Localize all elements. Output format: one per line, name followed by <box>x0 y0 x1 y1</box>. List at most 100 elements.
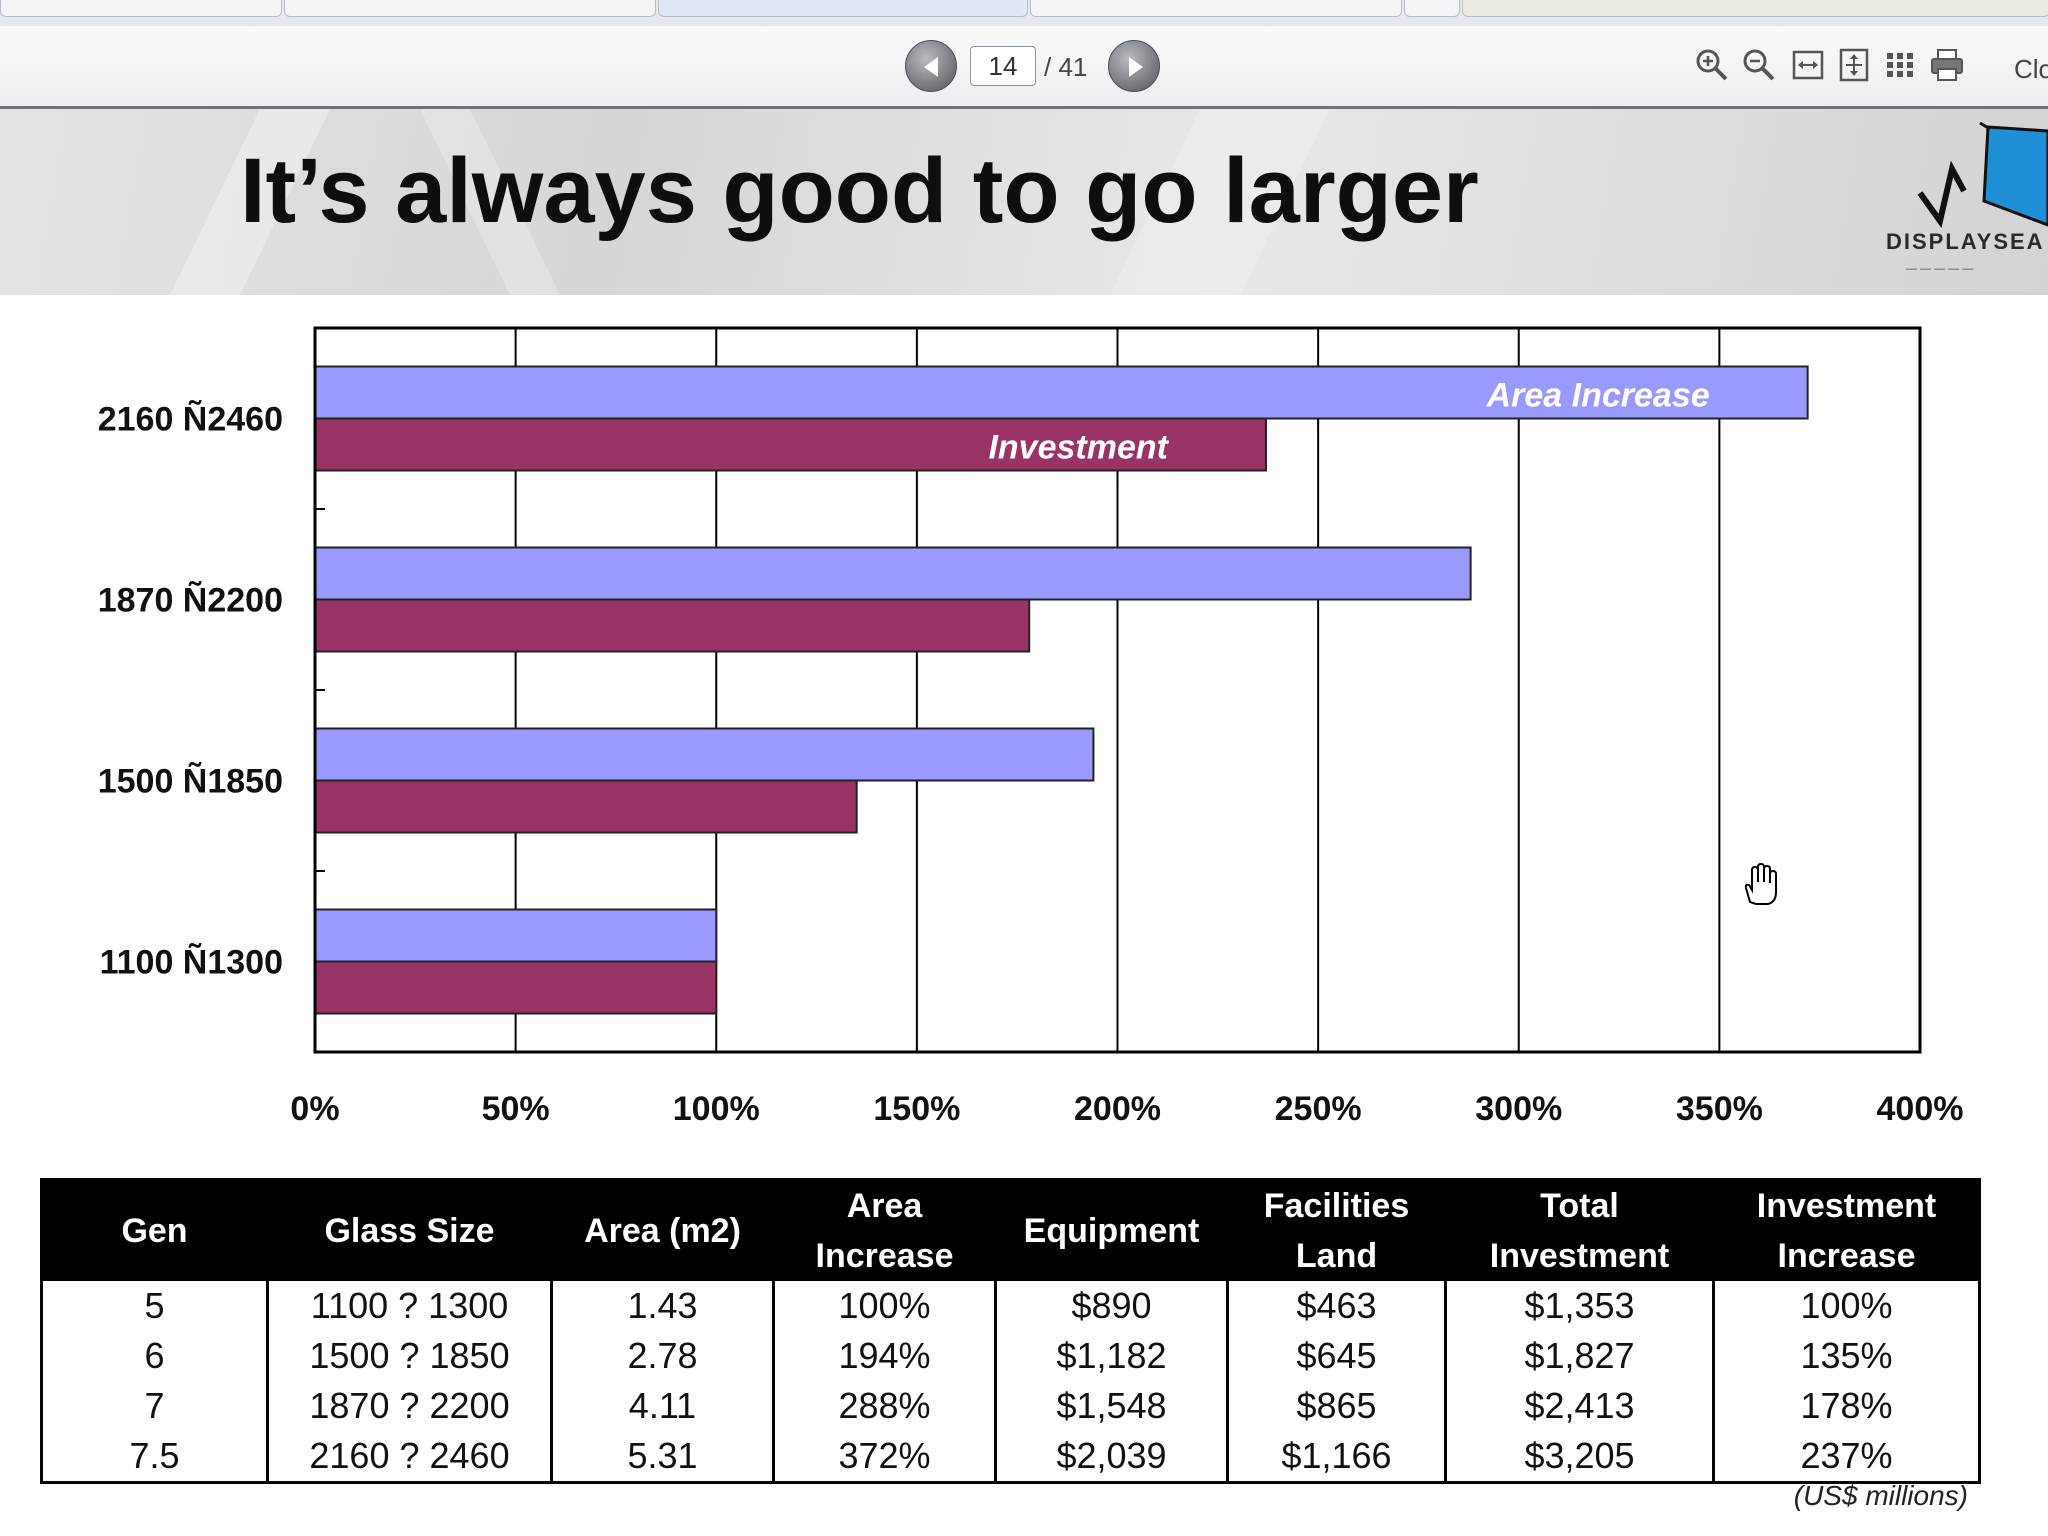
column-header: Area (m2) <box>550 1179 774 1281</box>
tab-strip <box>0 0 2048 28</box>
previous-page-button[interactable] <box>905 40 957 92</box>
table-cell: 100% <box>1712 1281 1980 1331</box>
chart-category-labels: 2160 Ñ2460 1870 Ñ2200 1500 Ñ1850 1100 Ñ1300 <box>98 401 283 982</box>
table-row: 6 1500 ? 1850 2.78 194% $1,182 $645 $1,827 135% <box>42 1331 1980 1381</box>
chart-tick-labels: 0% 50% 100% 150% 200% 250% 300% 350% 400% <box>290 1090 1963 1128</box>
zoom-out-icon <box>1743 49 1775 81</box>
column-header-text: Glass Size <box>324 1212 495 1250</box>
logo-mark-icon <box>1917 121 2048 229</box>
bar-chart: Area Increase Investment 2160 Ñ2460 1870 Ñ… <box>98 326 1963 1128</box>
table-cell: $3,205 <box>1444 1431 1714 1483</box>
zoom-in-icon <box>1696 49 1728 81</box>
tab[interactable] <box>1404 0 1460 17</box>
table-header-row: Gen Glass Size Area (m2) Area Increase Equipm… <box>41 1179 1980 1281</box>
column-header: Area Increase <box>772 1179 996 1281</box>
x-tick-label: 200% <box>1074 1090 1161 1128</box>
table-cell: 194% <box>772 1331 996 1381</box>
tab[interactable] <box>0 0 282 17</box>
table-cell: 135% <box>1712 1331 1980 1381</box>
x-tick-label: 250% <box>1275 1090 1362 1128</box>
column-header: Gen <box>41 1179 268 1281</box>
table-cell: 100% <box>772 1281 996 1331</box>
zoom-out-button[interactable] <box>1740 46 1778 84</box>
column-header: Facilities Land <box>1226 1179 1446 1281</box>
x-tick-label: 100% <box>673 1090 760 1128</box>
zoom-in-button[interactable] <box>1693 46 1731 84</box>
fit-page-button[interactable] <box>1835 46 1873 84</box>
logo-subtext: — — — — — <box>1906 263 1974 275</box>
column-header-text: Equipment <box>1023 1212 1200 1250</box>
thumbnails-button[interactable] <box>1881 46 1919 84</box>
hand-cursor-icon <box>1744 862 1777 905</box>
table-cell: $1,548 <box>994 1381 1228 1431</box>
table-cell: 1.43 <box>550 1281 774 1331</box>
plot-frame <box>313 326 1922 1054</box>
table-cell: 7.5 <box>129 1435 180 1476</box>
slide-header: It’s always good to go larger DISPLAYSEA… <box>0 109 2048 295</box>
arrow-right-icon <box>1129 57 1143 77</box>
data-table: Gen Glass Size Area (m2) Area Increase Equipm… <box>40 1178 1981 1484</box>
column-header-text: Total <box>1540 1187 1619 1225</box>
bar-area-increase <box>314 546 1472 601</box>
table-cell: $2,039 <box>994 1431 1228 1483</box>
tab[interactable] <box>284 0 656 17</box>
displaysearch-logo: DISPLAYSEA — — — — — <box>1880 121 2048 291</box>
table-cell: 2160 ? 2460 <box>266 1431 552 1483</box>
x-tick-label: 50% <box>482 1090 550 1128</box>
table-cell: 7 <box>144 1385 165 1426</box>
table-row: 7 1870 ? 2200 4.11 288% $1,548 $865 $2,413 178% <box>42 1381 1980 1431</box>
column-header: Glass Size <box>266 1179 552 1281</box>
bar-investment <box>314 960 718 1015</box>
next-page-button[interactable] <box>1108 40 1160 92</box>
table-cell: 1100 ? 1300 <box>266 1281 552 1331</box>
table-cell: 237% <box>1712 1431 1980 1483</box>
column-header-text: Investment <box>1756 1187 1937 1225</box>
table-cell: $2,413 <box>1444 1381 1714 1431</box>
category-label: 2160 Ñ2460 <box>98 401 283 439</box>
table-body: 5 1100 ? 1300 1.43 100% $890 $463 $1,353 100% 6 1… <box>42 1281 1980 1483</box>
series-label: Area Increase <box>1486 377 1710 415</box>
table-cell: 4.11 <box>550 1381 774 1431</box>
table-cell: 6 <box>144 1335 165 1376</box>
printer-icon <box>1931 49 1963 81</box>
bar-investment <box>314 779 858 834</box>
close-button[interactable]: Clo <box>2014 54 2048 84</box>
page-number-input[interactable] <box>970 46 1036 86</box>
table-cell: $1,827 <box>1444 1331 1714 1381</box>
column-header-text: Land <box>1295 1237 1378 1275</box>
x-tick-label: 400% <box>1877 1090 1964 1128</box>
x-tick-label: 350% <box>1676 1090 1763 1128</box>
table-cell: 5 <box>144 1285 165 1326</box>
bar-area-increase <box>314 365 1809 420</box>
chart-bars: Area Increase Investment <box>314 365 1809 1015</box>
x-tick-label: 0% <box>290 1090 339 1128</box>
bar-investment <box>314 417 1267 472</box>
bar-investment <box>314 598 1031 653</box>
table-cell: $1,353 <box>1444 1281 1714 1331</box>
tab[interactable] <box>1030 0 1402 17</box>
table-cell: 2.78 <box>550 1331 774 1381</box>
tab[interactable] <box>1462 0 2048 17</box>
category-label: 1100 Ñ1300 <box>100 944 283 982</box>
page-total-label: / 41 <box>1044 52 1088 82</box>
table-footnote: (US$ millions) <box>1793 1480 1968 1511</box>
column-header-text: Investment <box>1489 1237 1670 1275</box>
table-cell: 288% <box>772 1381 996 1431</box>
print-button[interactable] <box>1928 46 1966 84</box>
category-label: 1500 Ñ1850 <box>98 763 283 801</box>
table-cell: 5.31 <box>550 1431 774 1483</box>
fit-width-button[interactable] <box>1789 46 1827 84</box>
table-cell: $865 <box>1226 1381 1446 1431</box>
x-tick-label: 150% <box>873 1090 960 1128</box>
table-row: 7.5 2160 ? 2460 5.31 372% $2,039 $1,166 $3,205… <box>42 1431 1980 1483</box>
table-cell: 1870 ? 2200 <box>266 1381 552 1431</box>
table-cell: $1,166 <box>1226 1431 1446 1483</box>
column-header: Total Investment <box>1444 1179 1714 1281</box>
column-header-text: Facilities <box>1263 1187 1410 1225</box>
grid-icon <box>1887 53 1913 77</box>
table-cell: $645 <box>1226 1331 1446 1381</box>
tab-active[interactable] <box>658 0 1028 17</box>
series-label: Investment <box>988 429 1169 467</box>
x-tick-label: 300% <box>1475 1090 1562 1128</box>
table-cell: $1,182 <box>994 1331 1228 1381</box>
